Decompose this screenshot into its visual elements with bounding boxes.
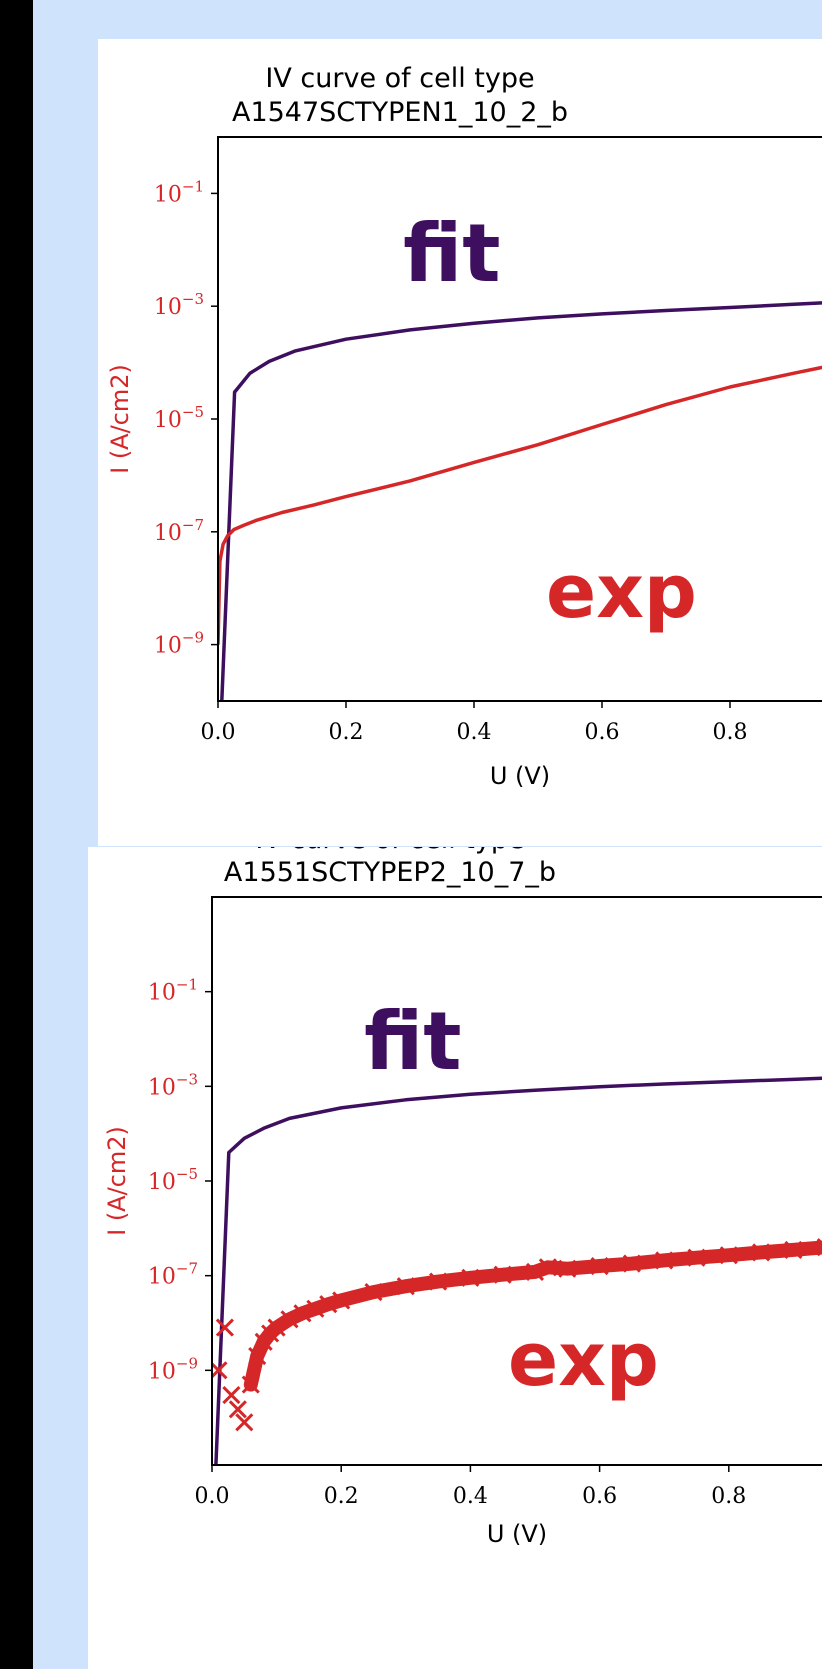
y-tick-label: 10−3 <box>154 290 204 320</box>
chart-panel-1: IV curve of cell type A1547SCTYPEN1_10_2_… <box>98 39 822 846</box>
fit-annotation: fit <box>403 207 501 300</box>
y-tick-label: 10−7 <box>148 1260 198 1290</box>
y-axis-label: I (A/cm2) <box>106 364 134 474</box>
exp-data-point <box>235 1413 254 1432</box>
iv-chart-1: IV curve of cell typeA1547SCTYPEN1_10_2_… <box>106 63 822 790</box>
y-tick-label: 10−7 <box>154 516 204 546</box>
x-tick-label: 0.6 <box>585 720 620 745</box>
exp-series-band <box>243 1240 822 1392</box>
chart-title-line: IV curve of cell type <box>255 847 524 855</box>
fit-annotation: fit <box>364 995 462 1088</box>
plot-frame <box>217 136 822 702</box>
y-tick-label: 10−3 <box>148 1070 198 1100</box>
exp-data-point <box>215 1318 234 1337</box>
x-tick-label: 0.4 <box>453 1484 488 1509</box>
x-tick-label: 0.8 <box>711 1484 746 1509</box>
x-tick-label: 0.6 <box>582 1484 617 1509</box>
exp-annotation: exp <box>546 549 697 635</box>
fit-series-line <box>214 1076 822 1465</box>
x-tick-label: 0.0 <box>195 1484 230 1509</box>
y-tick-label: 10−9 <box>148 1354 198 1384</box>
chart-title-line: A1551SCTYPEP2_10_7_b <box>224 857 556 888</box>
exp-data-point <box>222 1386 241 1405</box>
plot-area <box>212 1076 822 1465</box>
y-tick-label: 10−1 <box>148 976 198 1006</box>
plot-area <box>218 301 822 701</box>
x-tick-label: 0.2 <box>324 1484 359 1509</box>
left-border-bar <box>0 0 33 1669</box>
y-tick-label: 10−5 <box>148 1165 198 1195</box>
exp-data-point <box>212 1361 228 1380</box>
chart-title-line: A1547SCTYPEN1_10_2_b <box>232 97 568 128</box>
x-tick-label: 0.2 <box>329 720 364 745</box>
exp-data-point <box>228 1400 247 1419</box>
x-axis-label: U (V) <box>490 762 550 790</box>
y-tick-label: 10−1 <box>154 177 204 207</box>
chart-panel-2: IV curve of cell type A1551SCTYPEP2_10_7_… <box>88 847 822 1669</box>
y-axis-label: I (A/cm2) <box>103 1126 131 1236</box>
chart-title-line: IV curve of cell type <box>265 63 534 94</box>
y-tick-label: 10−5 <box>154 403 204 433</box>
x-tick-label: 0.0 <box>201 720 236 745</box>
exp-series-line <box>218 365 822 645</box>
iv-chart-2: IV curve of cell type A1551SCTYPEP2_10_7_… <box>103 847 822 1548</box>
x-tick-label: 0.4 <box>457 720 492 745</box>
fit-series-line <box>220 301 822 701</box>
x-tick-label: 0.8 <box>713 720 748 745</box>
x-axis-label: U (V) <box>487 1520 547 1548</box>
exp-annotation: exp <box>508 1317 659 1403</box>
y-tick-label: 10−9 <box>154 629 204 659</box>
